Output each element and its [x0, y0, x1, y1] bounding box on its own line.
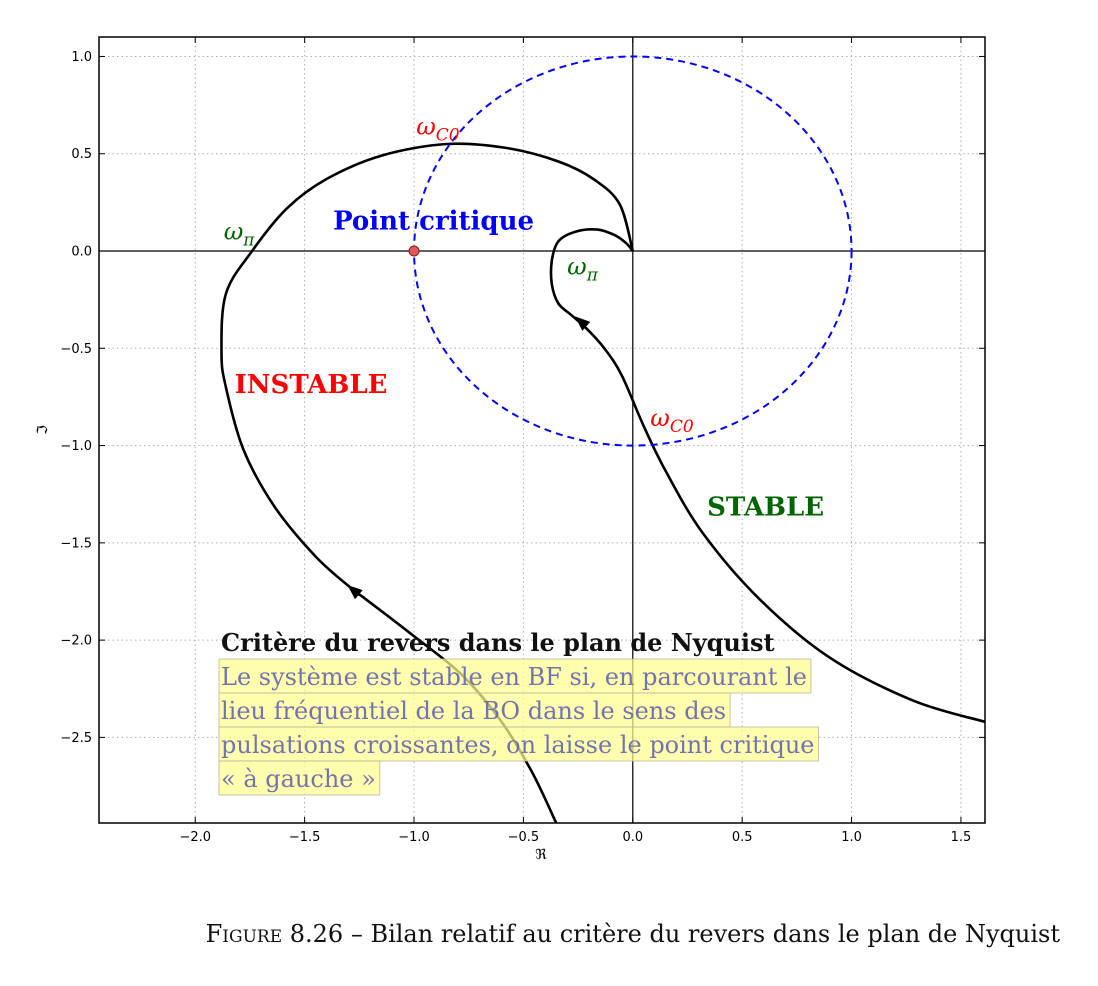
line-highlight	[218, 760, 381, 796]
arrowhead	[575, 316, 591, 331]
x-axis-label: ℜ	[535, 847, 547, 863]
figure-label: Figure 8.26	[205, 920, 344, 948]
line-highlight	[218, 726, 819, 762]
x-tick-label: −2.0	[179, 830, 211, 845]
region-label: INSTABLE	[235, 370, 388, 400]
direction-arrow	[347, 584, 363, 600]
y-tick-label: 0.5	[71, 147, 92, 162]
x-tick-label: 0.5	[732, 830, 753, 845]
arrowhead	[347, 584, 363, 600]
x-tick-label: −1.0	[398, 830, 430, 845]
y-tick-label: −1.5	[60, 536, 92, 551]
omega-annotation: ωπ	[224, 217, 256, 250]
x-tick-label: 0.0	[622, 830, 643, 845]
nyquist-chart: Critère du revers dans le plan de Nyquis…	[35, 36, 986, 863]
y-tick-label: 0.0	[71, 245, 92, 260]
criterion-line: Le système est stable en BF si, en parco…	[221, 663, 807, 691]
y-tick-label: −2.5	[60, 731, 92, 746]
omega-annotation: ωπ	[567, 252, 599, 285]
criterion-line: lieu fréquentiel de la BO dans le sens d…	[221, 697, 726, 725]
highlight-boxes	[218, 658, 819, 796]
y-tick-label: 1.0	[71, 50, 92, 65]
y-tick-label: −1.0	[60, 439, 92, 454]
x-tick-label: 1.0	[841, 830, 862, 845]
x-tick-label: −1.5	[289, 830, 321, 845]
line-highlight	[218, 658, 812, 694]
direction-arrow	[575, 316, 591, 331]
criterion-line: pulsations croissantes, on laisse le poi…	[221, 731, 814, 759]
y-axis-label: ℑ	[35, 425, 51, 435]
omega-annotation: ωC0	[650, 404, 694, 437]
criterion-title: Critère du revers dans le plan de Nyquis…	[221, 628, 775, 657]
nyquist-curve-stable	[549, 228, 985, 724]
line-highlight	[218, 692, 731, 728]
x-tick-label: 1.5	[951, 830, 972, 845]
region-label: STABLE	[707, 493, 824, 523]
omega-annotation: ωC0	[416, 112, 460, 145]
x-tick-label: −0.5	[508, 830, 540, 845]
caption-text: – Bilan relatif au critère du revers dan…	[343, 920, 1060, 948]
criterion-text-box: Critère du revers dans le plan de Nyquis…	[218, 628, 819, 796]
y-tick-label: −2.0	[60, 634, 92, 649]
criterion-line: « à gauche »	[221, 765, 376, 793]
curves	[220, 55, 985, 823]
figure-caption: Figure 8.26 – Bilan relatif au critère d…	[0, 920, 1060, 948]
annotations: ωC0 ωC0 ωπ ωπ Point critique INSTABLE STABLE	[224, 112, 824, 522]
critical-point-marker	[408, 245, 420, 257]
region-label: Point critique	[333, 207, 534, 237]
nyquist-curve-unstable	[220, 142, 635, 823]
y-tick-label: −0.5	[60, 342, 92, 357]
ticks: −2.0 −1.5 −1.0 −0.5 0.0 0.5 1.0 1.5 1.0 0.5 0.0 −0.…	[60, 37, 985, 845]
plot-frame	[98, 36, 986, 824]
